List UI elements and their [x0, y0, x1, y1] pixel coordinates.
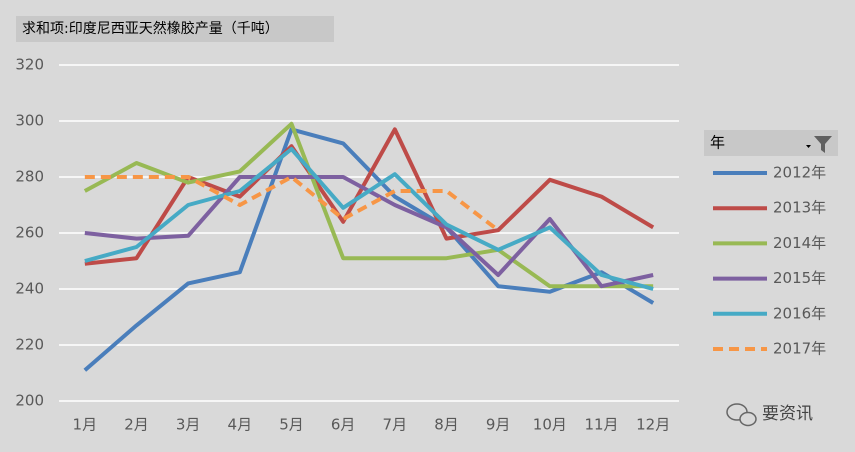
x-tick-label: 6月: [331, 416, 356, 434]
y-tick-label: 200: [15, 392, 44, 410]
series-line: [84, 147, 654, 291]
watermark: 要资讯: [762, 404, 813, 424]
title-box: [16, 16, 334, 42]
x-tick-label: 10月: [533, 416, 567, 434]
x-tick-label: 8月: [434, 416, 459, 434]
x-tick-label: 3月: [176, 416, 201, 434]
x-tick-label: 5月: [279, 416, 304, 434]
legend-label: 2013年: [773, 199, 826, 217]
y-tick-label: 300: [15, 112, 44, 130]
filter-icon[interactable]: [814, 136, 832, 153]
legend-label: 2012年: [773, 164, 826, 182]
x-tick-label: 11月: [584, 416, 618, 434]
series-line: [83, 121, 654, 289]
legend-label: 2016年: [773, 304, 826, 322]
legend-header[interactable]: [704, 130, 838, 156]
x-tick-label: 12月: [636, 416, 670, 434]
y-tick-label: 320: [15, 56, 44, 74]
y-tick-label: 280: [15, 168, 44, 186]
dropdown-arrow[interactable]: [806, 145, 811, 148]
y-tick-label: 260: [15, 224, 44, 242]
legend-title: 年: [710, 134, 725, 152]
y-tick-label: 220: [15, 336, 44, 354]
series-line: [83, 127, 655, 372]
legend-label: 2014年: [773, 234, 826, 252]
y-tick-label: 240: [15, 280, 44, 298]
wechat-icon: [726, 403, 757, 427]
series-line: [84, 127, 655, 266]
legend-label: 2017年: [773, 340, 826, 358]
chart-title: 求和项:印度尼西亚天然橡胶产量（千吨）: [22, 20, 279, 37]
legend-label: 2015年: [773, 269, 826, 287]
x-tick-label: 7月: [383, 416, 408, 434]
x-tick-label: 9月: [486, 416, 511, 434]
x-tick-label: 2月: [124, 416, 149, 434]
series-line: [84, 175, 500, 232]
x-tick-label: 1月: [73, 416, 98, 434]
x-tick-label: 4月: [228, 416, 253, 434]
